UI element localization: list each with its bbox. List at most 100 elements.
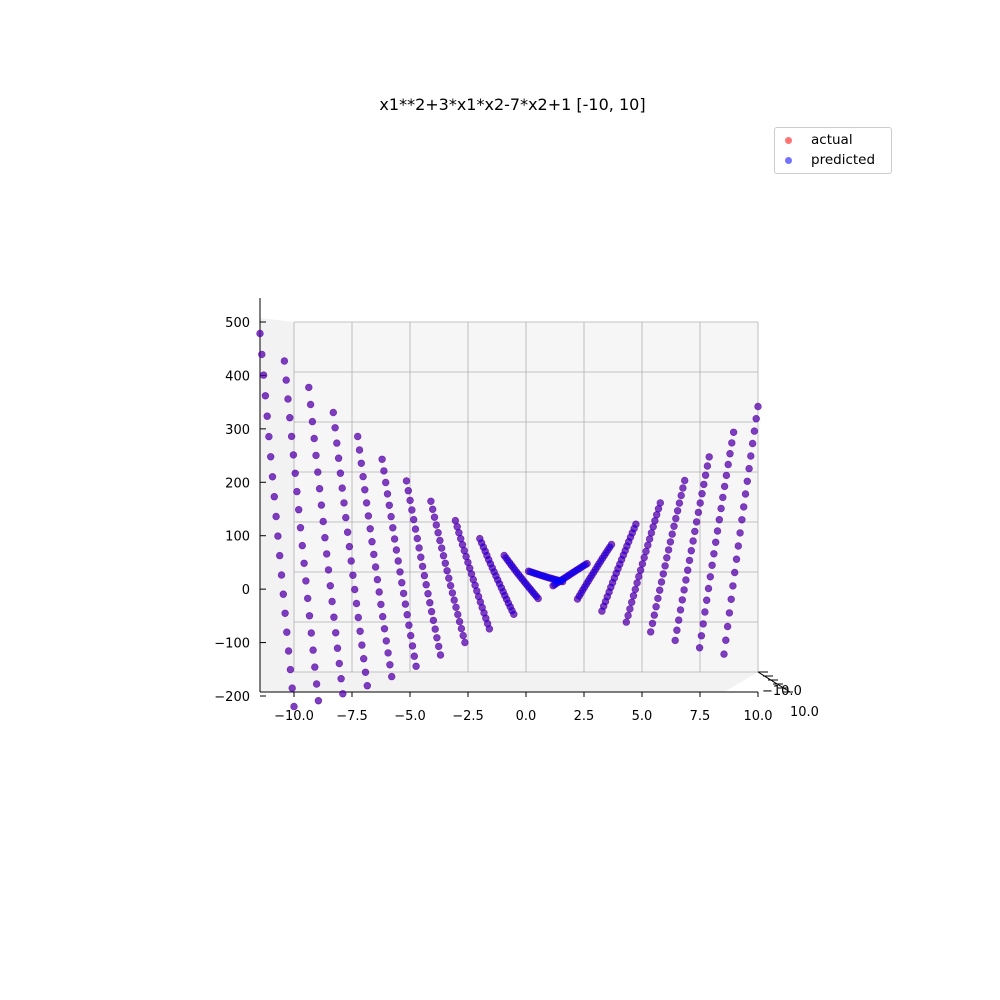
data-point-predicted bbox=[270, 493, 278, 501]
data-point-predicted bbox=[362, 499, 371, 507]
x-tick-label: 2.5 bbox=[574, 709, 595, 724]
data-point-predicted bbox=[402, 477, 411, 485]
data-point-predicted bbox=[406, 496, 414, 505]
data-point-predicted bbox=[673, 626, 681, 634]
y-axis-line bbox=[757, 671, 791, 693]
data-point-predicted bbox=[314, 696, 323, 705]
data-point-predicted bbox=[626, 605, 634, 613]
data-point-predicted bbox=[382, 478, 390, 487]
data-point-predicted bbox=[670, 522, 678, 530]
data-point-predicted bbox=[680, 586, 688, 594]
data-point-predicted bbox=[286, 665, 295, 674]
data-point-predicted bbox=[256, 329, 264, 338]
data-point-predicted bbox=[314, 468, 322, 476]
data-point-predicted bbox=[289, 451, 298, 459]
data-point-predicted bbox=[453, 522, 461, 531]
data-point-predicted bbox=[726, 450, 734, 458]
data-point-predicted bbox=[438, 544, 446, 552]
data-point-predicted bbox=[407, 631, 415, 640]
data-point-predicted bbox=[652, 602, 660, 611]
z-tick-label: −200 bbox=[214, 690, 250, 705]
data-point-predicted bbox=[661, 562, 669, 570]
data-point-predicted bbox=[683, 566, 692, 574]
data-point-predicted bbox=[331, 424, 339, 432]
data-point-predicted bbox=[647, 529, 656, 537]
z-tick-label: 0 bbox=[242, 583, 250, 598]
data-point-predicted bbox=[309, 646, 317, 654]
data-point-predicted bbox=[675, 499, 684, 507]
data-point-predicted bbox=[451, 516, 460, 525]
data-point-predicted bbox=[701, 608, 709, 616]
data-point-predicted bbox=[280, 357, 289, 365]
labels-layer: −10.0 −7.5 −5.0 −2.5 0.0 2.5 5.0 7.5 10.0 500 400 3… bbox=[214, 316, 819, 724]
data-point-predicted bbox=[743, 477, 751, 485]
data-point-predicted bbox=[332, 629, 340, 637]
floor-pane bbox=[260, 672, 758, 692]
data-point-predicted bbox=[734, 542, 742, 550]
data-point-predicted bbox=[745, 464, 753, 473]
data-point-predicted bbox=[649, 523, 657, 531]
data-point-predicted bbox=[312, 451, 320, 460]
data-point-predicted bbox=[408, 642, 417, 650]
data-point-predicted bbox=[427, 607, 436, 616]
data-point-predicted bbox=[692, 518, 701, 526]
legend-marker-predicted bbox=[785, 156, 792, 164]
data-point-predicted bbox=[436, 651, 445, 659]
data-point-predicted bbox=[627, 598, 636, 606]
data-point-predicted bbox=[702, 596, 711, 604]
data-point-predicted bbox=[430, 513, 439, 521]
data-point-predicted bbox=[717, 504, 725, 513]
data-point-predicted bbox=[719, 493, 727, 502]
data-point-predicted bbox=[729, 582, 737, 590]
data-point-predicted bbox=[291, 469, 299, 477]
data-point-predicted bbox=[427, 497, 435, 505]
data-point-predicted bbox=[678, 596, 686, 604]
data-point-predicted bbox=[390, 535, 399, 543]
data-point-predicted bbox=[383, 490, 392, 498]
data-point-predicted bbox=[680, 476, 689, 485]
data-point-predicted bbox=[549, 581, 557, 590]
data-point-predicted bbox=[389, 524, 397, 532]
data-point-predicted bbox=[672, 514, 680, 523]
data-point-predicted bbox=[441, 559, 449, 567]
data-point-predicted bbox=[677, 491, 685, 500]
data-point-predicted bbox=[364, 512, 373, 520]
data-point-predicted bbox=[404, 487, 412, 495]
data-point-predicted bbox=[305, 383, 313, 392]
data-point-predicted bbox=[687, 546, 695, 555]
data-point-predicted bbox=[330, 613, 338, 621]
data-point-predicted bbox=[666, 538, 675, 546]
data-point-predicted bbox=[359, 472, 367, 481]
x-tick-label: 7.5 bbox=[690, 709, 711, 724]
data-point-predicted bbox=[308, 417, 317, 426]
z-tick-label: 400 bbox=[225, 369, 250, 384]
data-point-predicted bbox=[305, 612, 314, 620]
data-point-predicted bbox=[307, 629, 315, 637]
data-point-predicted bbox=[338, 484, 346, 492]
axes-layer bbox=[259, 298, 793, 697]
data-point-predicted bbox=[455, 617, 464, 626]
data-point-predicted bbox=[363, 681, 371, 690]
data-point-predicted bbox=[386, 661, 394, 669]
data-point-predicted bbox=[732, 555, 741, 563]
data-point-predicted bbox=[645, 535, 654, 543]
data-point-predicted bbox=[392, 546, 401, 554]
legend-label-actual: actual bbox=[811, 132, 853, 148]
data-point-predicted bbox=[689, 537, 697, 545]
data-point-predicted bbox=[375, 588, 383, 596]
data-point-predicted bbox=[284, 647, 293, 655]
data-point-predicted bbox=[329, 408, 337, 417]
data-point-predicted bbox=[433, 634, 441, 642]
data-point-predicted bbox=[722, 636, 730, 644]
data-point-predicted bbox=[279, 590, 287, 598]
z-tick-label: 100 bbox=[225, 530, 250, 545]
data-point-predicted bbox=[659, 570, 667, 578]
data-point-predicted bbox=[691, 527, 699, 536]
data-point-predicted bbox=[722, 471, 731, 480]
data-point-predicted bbox=[434, 528, 442, 537]
data-point-predicted bbox=[356, 627, 364, 635]
z-tick-label: 500 bbox=[225, 316, 250, 331]
data-point-predicted bbox=[674, 616, 683, 624]
data-point-predicted bbox=[420, 571, 429, 580]
